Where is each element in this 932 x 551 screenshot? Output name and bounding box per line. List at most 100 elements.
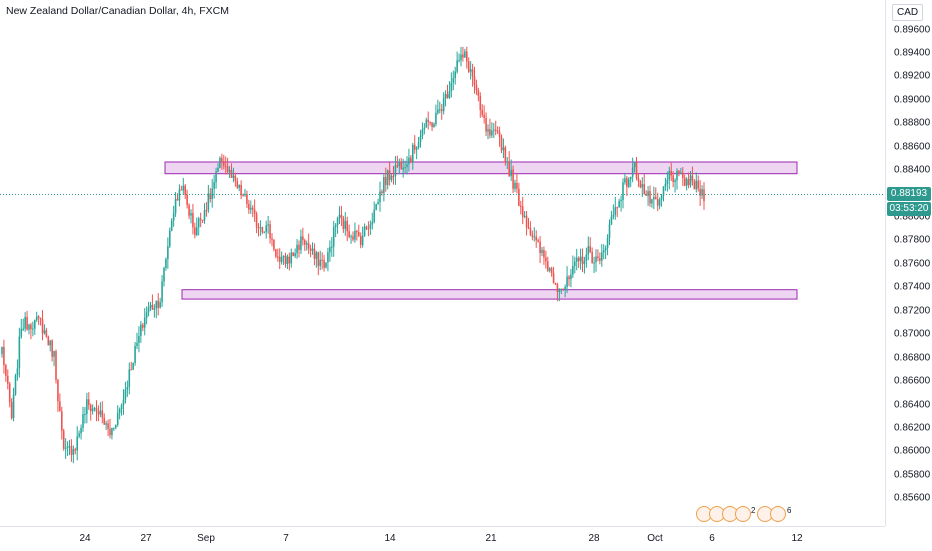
candle [651, 198, 653, 208]
candle [354, 222, 356, 243]
candle [321, 252, 323, 270]
candle [693, 179, 696, 190]
candle [170, 218, 173, 232]
candle [57, 378, 59, 412]
candle [41, 310, 44, 341]
candle [28, 323, 30, 335]
candle [261, 226, 264, 235]
candle [400, 157, 403, 170]
candle [471, 63, 474, 87]
candle [541, 247, 543, 256]
candle [618, 198, 620, 208]
candle [494, 120, 497, 136]
candle [273, 239, 275, 252]
price-chart[interactable] [0, 0, 885, 526]
candle [458, 53, 460, 63]
candle [597, 249, 599, 262]
candle [371, 212, 374, 230]
candle [190, 209, 192, 224]
candle [626, 176, 628, 196]
candle [163, 266, 165, 287]
candle [572, 255, 574, 279]
candle [298, 240, 300, 258]
candle [452, 70, 455, 91]
candle [687, 172, 690, 189]
candle [109, 418, 111, 439]
time-tick-label: 24 [79, 533, 91, 544]
candle [344, 212, 347, 236]
price-tick-label: 0.88600 [894, 141, 931, 153]
candle [145, 306, 148, 325]
candle [417, 136, 420, 150]
price-axis[interactable]: CAD 0.89600 0.89400 0.89200 0.89000 0.88800 0… [885, 0, 932, 526]
candle [419, 129, 422, 148]
support-resistance-zone[interactable] [164, 161, 798, 175]
candle [107, 419, 109, 437]
candle [232, 167, 235, 183]
candle [560, 288, 563, 295]
candle [303, 238, 306, 251]
candle [138, 326, 140, 353]
currency-button[interactable]: CAD [892, 4, 924, 21]
candle [398, 158, 401, 175]
candle [456, 51, 458, 74]
candle [140, 320, 142, 343]
candle [62, 428, 65, 451]
candle [315, 250, 318, 268]
candle [606, 234, 609, 256]
candle [543, 246, 545, 265]
candle [147, 301, 150, 317]
candle [450, 72, 453, 98]
candle [157, 293, 160, 316]
candle [521, 196, 524, 225]
chart-area[interactable]: New Zealand Dollar/Canadian Dollar, 4h, … [0, 0, 885, 526]
candle [437, 99, 439, 115]
candle [496, 126, 499, 135]
candle [330, 237, 333, 257]
candle [633, 161, 636, 173]
event-flag-icon[interactable] [770, 506, 786, 522]
candle [440, 104, 443, 120]
candle [427, 111, 430, 130]
candle [448, 81, 451, 100]
candle [149, 301, 152, 311]
time-tick-label: 14 [384, 533, 396, 544]
candle [510, 159, 512, 181]
candle [238, 184, 241, 192]
candle [396, 155, 399, 169]
candle [635, 156, 638, 181]
candle [20, 318, 23, 339]
candle [143, 308, 146, 336]
candle [444, 90, 447, 107]
time-tick-label: Sep [197, 533, 215, 544]
candle [93, 406, 96, 412]
candle [18, 327, 21, 378]
candle [26, 310, 28, 331]
candle [3, 339, 5, 374]
candle [363, 223, 366, 237]
candle [209, 188, 212, 203]
candle [570, 268, 572, 288]
candle [32, 321, 34, 337]
candle [165, 257, 167, 271]
candle [566, 266, 568, 293]
candle [207, 184, 210, 213]
time-axis[interactable]: 24 27 Sep 7 14 21 28 Oct 6 12 [0, 526, 885, 551]
candle [244, 188, 246, 197]
candle [103, 413, 106, 425]
event-flag-icon[interactable] [735, 506, 751, 522]
candle [186, 189, 188, 209]
candle [433, 122, 435, 128]
candle [600, 244, 603, 267]
candle [473, 66, 476, 94]
price-tick-label: 0.86600 [894, 375, 931, 387]
candle [278, 248, 281, 270]
candle [674, 178, 676, 193]
candle [124, 381, 127, 404]
candle [271, 233, 273, 247]
candle [608, 219, 611, 245]
support-resistance-zone[interactable] [181, 289, 798, 300]
candle [701, 185, 703, 200]
time-tick-label: 12 [791, 533, 803, 544]
candle [226, 157, 229, 175]
